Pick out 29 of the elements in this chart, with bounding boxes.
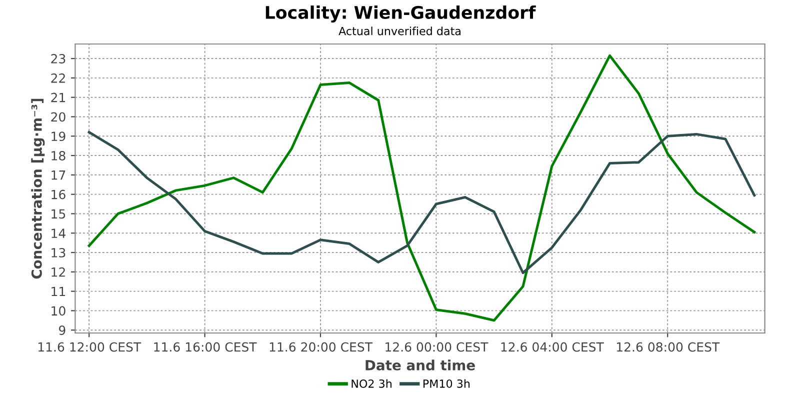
y-tick-label: 23 (51, 54, 66, 64)
y-tick-label: 14 (52, 228, 66, 238)
y-tick-label: 18 (52, 151, 66, 160)
chart-subtitle: Actual unverified data (338, 26, 460, 36)
x-tick-label: 12.6 00:00 CEST (386, 342, 488, 352)
legend-label: NO2 3h (352, 379, 392, 388)
line-series (88, 131, 756, 274)
y-tick-label: 22 (51, 73, 65, 83)
x-tick-label: 11.6 12:00 CEST (38, 342, 142, 352)
y-tick-label: 12 (52, 267, 65, 277)
y-tick-label: 19 (52, 132, 66, 142)
x-axis-title: Date and time (366, 360, 475, 370)
y-tick-label: 15 (52, 209, 66, 219)
x-tick-label: 12.6 08:00 CEST (616, 342, 720, 352)
x-tick-label: 11.6 20:00 CEST (270, 342, 373, 352)
y-tick-label: 10 (52, 306, 66, 316)
y-tick-label: 13 (52, 248, 66, 258)
x-tick-label: 11.6 16:00 CEST (154, 342, 257, 352)
line-series (88, 54, 756, 322)
y-axis-title: Concentration [µg·m⁻³] (31, 98, 45, 279)
legend-label: PM10 3h (423, 379, 470, 388)
y-tick-label: 11 (52, 286, 66, 296)
y-tick-label: 9 (59, 326, 66, 336)
y-tick-label: 16 (52, 190, 66, 200)
y-tick-label: 17 (52, 170, 66, 180)
y-tick-label: 20 (51, 112, 66, 122)
y-tick-label: 21 (51, 92, 66, 102)
chart-title: Locality: Wien-Gaudenzdorf (266, 6, 536, 22)
x-tick-label: 12.6 04:00 CEST (501, 342, 604, 352)
